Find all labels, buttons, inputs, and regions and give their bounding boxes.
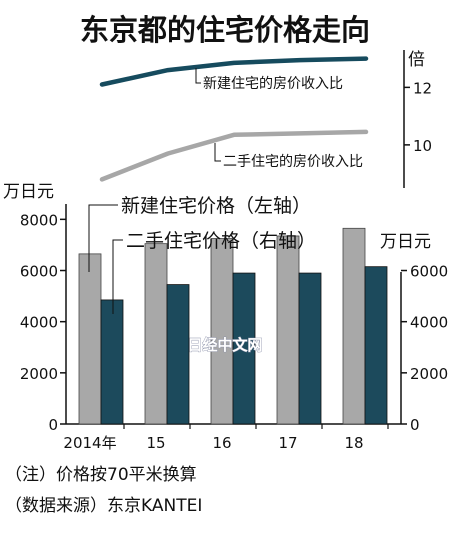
used-price-leader [112,239,123,314]
chart-title: 东京都的住宅价格走向 [80,13,370,47]
used-price-bar [364,266,388,425]
new-ratio-leader [195,68,201,84]
used-ratio-label: 二手住宅的房价收入比 [223,154,363,170]
bar-panel: 万日元 万日元 0 2000 4000 6000 8000 0 2000 4000 6000 新… [3,182,448,452]
right-tick-label: 2000 [410,365,448,383]
left-tick-label: 6000 [20,263,58,281]
x-tick-label: 16 [212,434,231,452]
left-tick-label: 0 [48,416,58,434]
new-ratio-line [99,56,369,87]
used-ratio-leader [214,143,221,162]
left-tick-label: 2000 [20,365,58,383]
x-tick-label: 18 [344,434,363,452]
right-tick-label: 4000 [410,314,448,332]
ratio-tick-label: 12 [413,79,432,97]
used-price-legend: 二手住宅价格（右轴） [126,230,316,252]
new-ratio-label: 新建住宅的房价收入比 [203,76,343,92]
new-price-bar [276,235,300,425]
new-price-bar [342,227,366,425]
left-tick-label: 8000 [20,211,58,229]
right-axis-title: 万日元 [380,232,431,252]
note-line-2: （数据来源）东京KANTEI [5,496,202,516]
new-price-bar [144,243,168,425]
new-price-bar [78,253,102,425]
ratio-unit-label: 倍 [408,50,425,70]
left-tick-label: 4000 [20,314,58,332]
note-line-1: （注）价格按70平米换算 [5,465,197,485]
used-price-bar [100,299,124,425]
ratio-tick-label: 10 [413,137,432,155]
watermark-logo: 日经中文网 [187,336,262,354]
used-ratio-line [99,129,369,182]
x-tick-label: 17 [278,434,297,452]
x-tick-label: 15 [146,434,165,452]
used-price-bar [232,272,256,425]
x-tick-label: 2014年 [63,434,116,452]
new-price-leader [88,204,118,272]
new-price-bar [210,238,234,425]
right-tick-label: 0 [410,416,420,434]
new-price-legend: 新建住宅价格（左轴） [121,195,311,217]
right-tick-label: 6000 [410,263,448,281]
used-price-bar [298,272,322,425]
used-price-bar [166,284,190,425]
left-axis-title: 万日元 [3,182,54,202]
